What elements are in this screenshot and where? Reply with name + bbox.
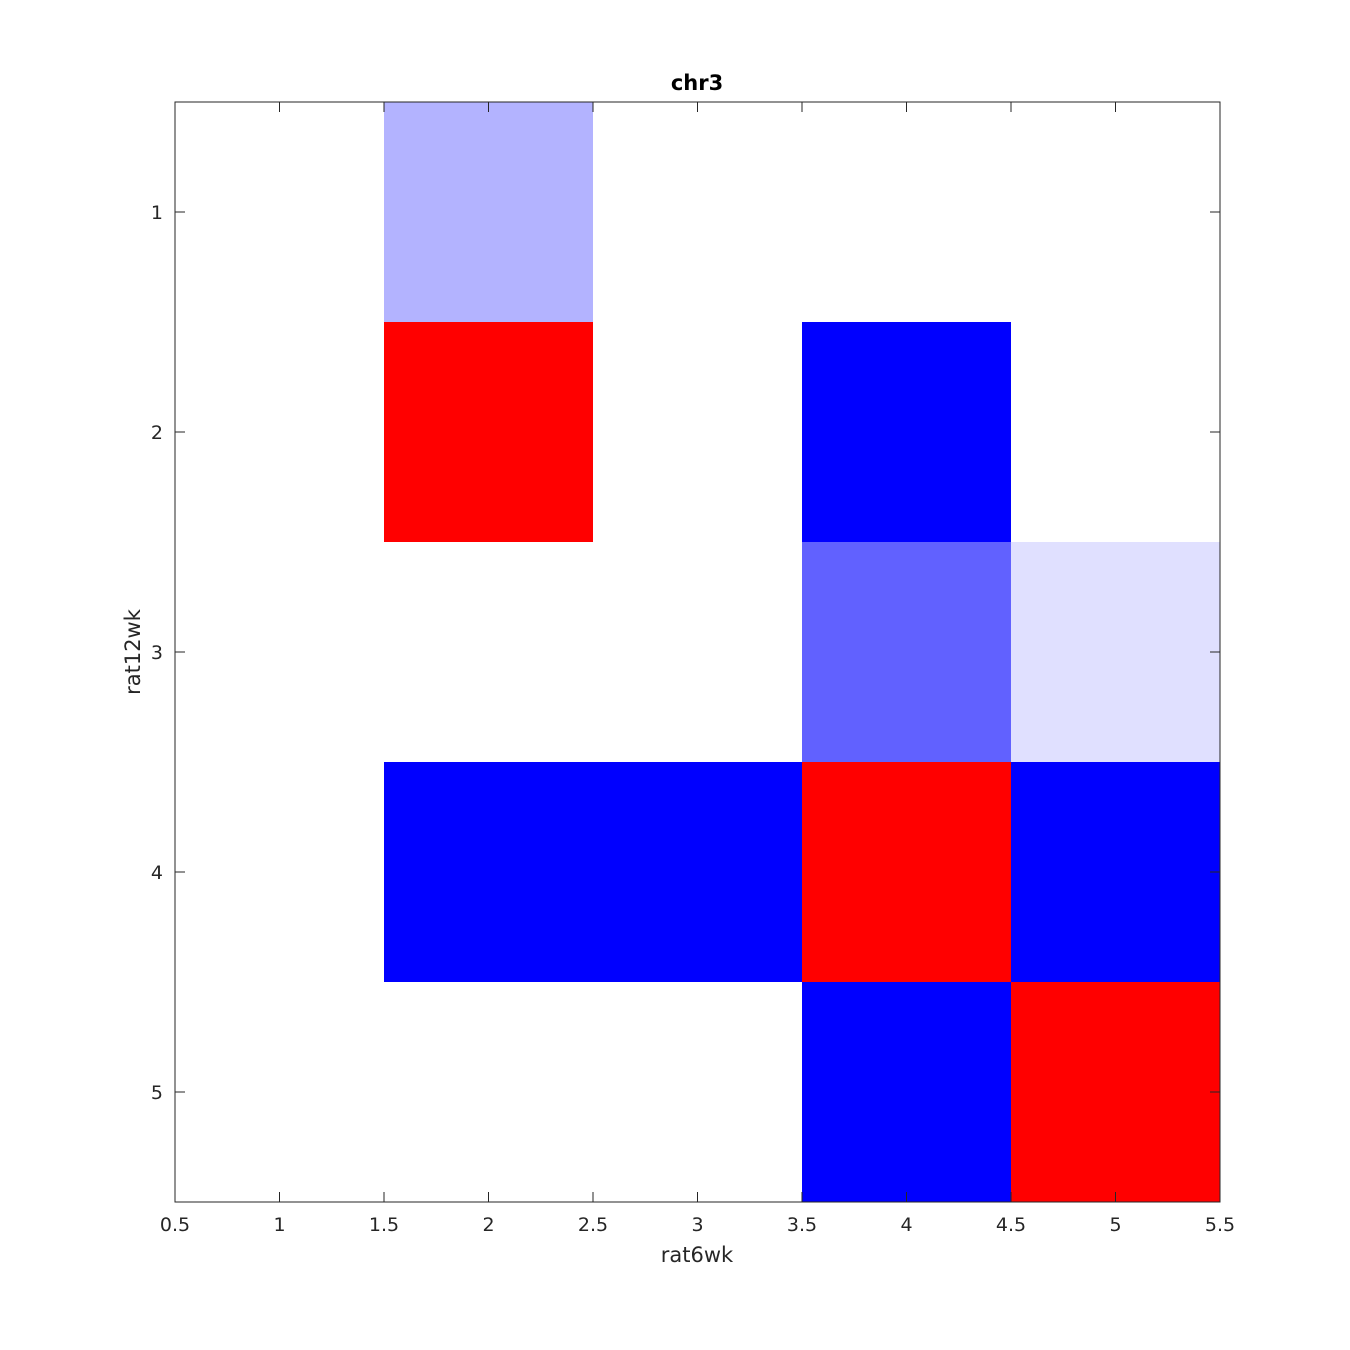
x-tick-label-5: 5 (1109, 1214, 1121, 1236)
heatmap-cell-r5-c2 (384, 982, 593, 1202)
y-tick-label-1: 1 (151, 202, 163, 224)
x-tick-label-3: 3 (691, 1214, 703, 1236)
heatmap-cell-r5-c5 (1011, 982, 1220, 1202)
y-tick-label-5: 5 (151, 1082, 163, 1104)
x-tick-label-4.5: 4.5 (996, 1214, 1026, 1236)
heatmap-cell-r1-c5 (1011, 102, 1220, 322)
x-tick-label-3.5: 3.5 (787, 1214, 817, 1236)
heatmap-cell-r4-c3 (593, 762, 802, 982)
heatmap-cell-r2-c5 (1011, 322, 1220, 542)
x-tick-label-1.5: 1.5 (369, 1214, 399, 1236)
heatmap-cell-r3-c3 (593, 542, 802, 762)
x-tick-label-0.5: 0.5 (160, 1214, 190, 1236)
heatmap-cells (175, 102, 1220, 1202)
heatmap-cell-r2-c3 (593, 322, 802, 542)
heatmap-cell-r4-c4 (802, 762, 1011, 982)
heatmap-cell-r3-c2 (384, 542, 593, 762)
chart-title: chr3 (671, 71, 723, 95)
heatmap-cell-r4-c1 (175, 762, 384, 982)
heatmap-cell-r1-c1 (175, 102, 384, 322)
heatmap-cell-r4-c5 (1011, 762, 1220, 982)
heatmap-cell-r5-c1 (175, 982, 384, 1202)
heatmap-cell-r1-c4 (802, 102, 1011, 322)
heatmap-cell-r3-c5 (1011, 542, 1220, 762)
heatmap-cell-r5-c3 (593, 982, 802, 1202)
x-tick-label-4: 4 (900, 1214, 912, 1236)
heatmap-cell-r5-c4 (802, 982, 1011, 1202)
x-tick-label-5.5: 5.5 (1205, 1214, 1235, 1236)
heatmap-cell-r3-c1 (175, 542, 384, 762)
heatmap-cell-r4-c2 (384, 762, 593, 982)
heatmap-cell-r3-c4 (802, 542, 1011, 762)
x-axis-label: rat6wk (661, 1243, 734, 1267)
heatmap-cell-r2-c1 (175, 322, 384, 542)
x-tick-label-2.5: 2.5 (578, 1214, 608, 1236)
y-axis: 1 2 3 4 5 (151, 202, 1220, 1104)
x-axis: 0.5 1 1.5 2 2.5 3 3.5 4 4.5 5 5.5 (160, 102, 1235, 1236)
x-tick-label-1: 1 (273, 1214, 285, 1236)
heatmap-cell-r1-c2 (384, 102, 593, 322)
heatmap-cell-r2-c2 (384, 322, 593, 542)
y-tick-label-3: 3 (151, 642, 163, 664)
x-tick-label-2: 2 (482, 1214, 494, 1236)
heatmap-cell-r2-c4 (802, 322, 1011, 542)
y-tick-label-4: 4 (151, 862, 163, 884)
y-tick-label-2: 2 (151, 422, 163, 444)
y-axis-label: rat12wk (121, 608, 145, 695)
heatmap-cell-r1-c3 (593, 102, 802, 322)
